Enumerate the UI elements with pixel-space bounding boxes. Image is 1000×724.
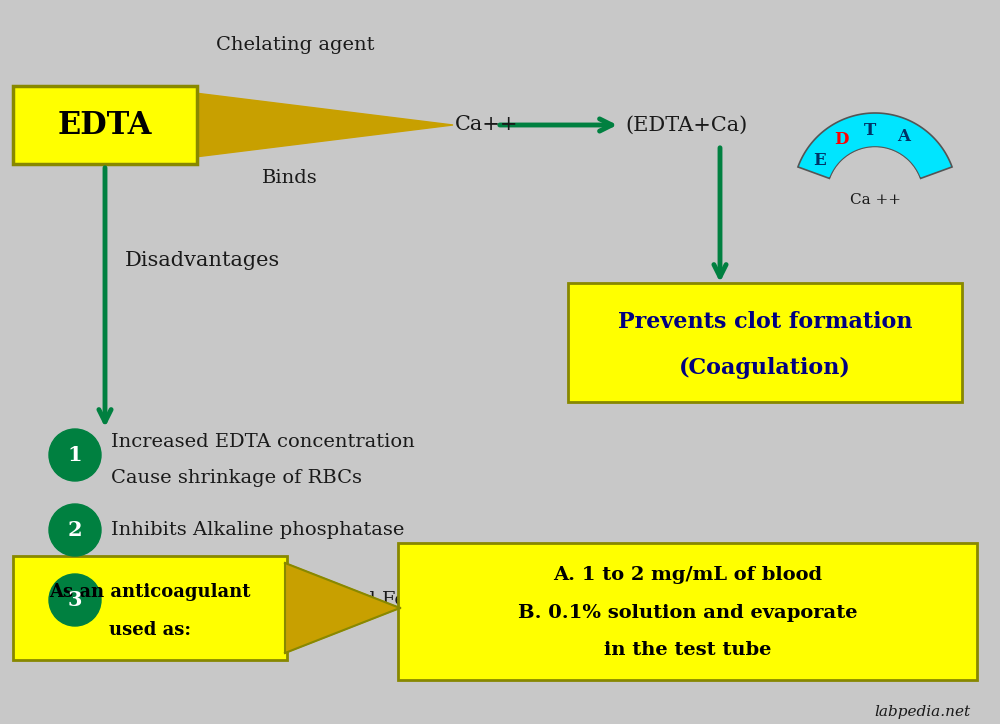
Text: in the test tube: in the test tube <box>604 641 771 659</box>
Text: Ca++: Ca++ <box>455 116 518 135</box>
Text: As an anticoagulant: As an anticoagulant <box>49 583 251 601</box>
Text: used as:: used as: <box>109 621 191 639</box>
FancyBboxPatch shape <box>13 556 287 660</box>
Polygon shape <box>285 563 400 653</box>
Text: Chelating agent: Chelating agent <box>216 36 374 54</box>
Text: EDTA: EDTA <box>58 109 152 140</box>
Text: Binds: Binds <box>262 169 318 187</box>
FancyBboxPatch shape <box>13 86 197 164</box>
Text: 3: 3 <box>68 590 82 610</box>
Text: 1: 1 <box>68 445 82 465</box>
Text: labpedia.net: labpedia.net <box>874 705 970 719</box>
Text: (Coagulation): (Coagulation) <box>679 357 851 379</box>
Text: 2: 2 <box>68 520 82 540</box>
Text: D: D <box>834 131 849 148</box>
Circle shape <box>49 429 101 481</box>
Text: E: E <box>814 152 826 169</box>
Text: Prevents clot formation: Prevents clot formation <box>618 311 912 333</box>
Polygon shape <box>195 93 453 157</box>
Text: Not suitable for Ca++ and Fe++ estimation: Not suitable for Ca++ and Fe++ estimatio… <box>111 591 549 609</box>
Text: Inhibits Alkaline phosphatase: Inhibits Alkaline phosphatase <box>111 521 404 539</box>
Text: (EDTA+Ca): (EDTA+Ca) <box>625 116 747 135</box>
Text: Increased EDTA concentration: Increased EDTA concentration <box>111 433 415 451</box>
Text: A. 1 to 2 mg/mL of blood: A. 1 to 2 mg/mL of blood <box>553 566 822 584</box>
Text: T: T <box>864 122 877 139</box>
Circle shape <box>49 504 101 556</box>
Polygon shape <box>798 113 952 179</box>
Text: Disadvantages: Disadvantages <box>125 251 280 269</box>
Text: Cause shrinkage of RBCs: Cause shrinkage of RBCs <box>111 469 362 487</box>
FancyBboxPatch shape <box>568 283 962 402</box>
Text: B. 0.1% solution and evaporate: B. 0.1% solution and evaporate <box>518 604 857 622</box>
Text: A: A <box>897 128 910 145</box>
Circle shape <box>828 148 922 242</box>
Text: Ca ++: Ca ++ <box>850 193 900 207</box>
FancyBboxPatch shape <box>398 543 977 680</box>
Circle shape <box>49 574 101 626</box>
